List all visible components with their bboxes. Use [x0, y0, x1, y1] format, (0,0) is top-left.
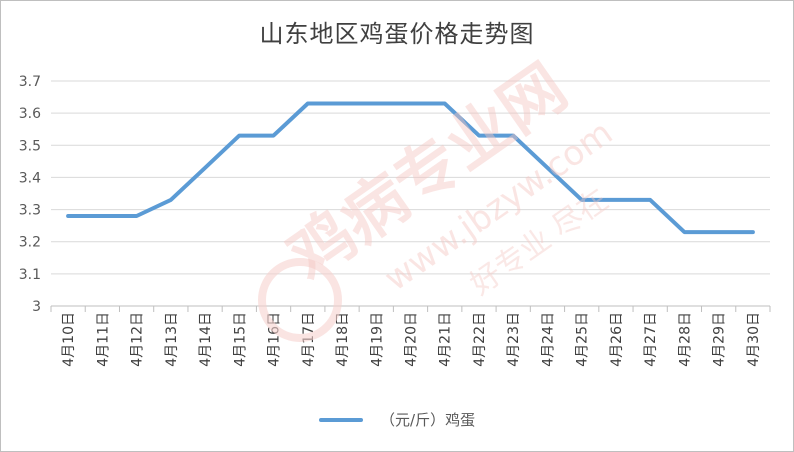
x-tick-label: 4月16日	[267, 312, 283, 367]
x-tick-label: 4月28日	[677, 312, 693, 367]
legend-line-swatch	[318, 417, 363, 422]
x-tick-label: 4月27日	[643, 312, 659, 367]
x-tick-label: 4月21日	[438, 312, 454, 367]
y-tick-label: 3.2	[19, 235, 41, 251]
x-tick-label: 4月26日	[609, 312, 625, 367]
x-tick-label: 4月30日	[746, 312, 762, 367]
x-tick-label: 4月22日	[472, 312, 488, 367]
x-tick-label: 4月13日	[164, 312, 180, 367]
x-tick-label: 4月24日	[540, 312, 556, 367]
x-tick-label: 4月19日	[369, 312, 385, 367]
y-tick-label: 3.1	[19, 267, 41, 283]
y-tick-label: 3.6	[19, 106, 41, 122]
grid-lines	[51, 80, 770, 307]
x-tick-label: 4月23日	[506, 312, 522, 367]
series-line	[66, 101, 755, 235]
y-tick-label: 3.5	[19, 138, 41, 154]
x-tick-label: 4月15日	[232, 312, 248, 367]
x-tick-label: 4月17日	[301, 312, 317, 367]
x-tick-label: 4月29日	[712, 312, 728, 367]
chart-title: 山东地区鸡蛋价格走势图	[259, 20, 535, 48]
y-tick-label: 3.4	[19, 170, 41, 186]
chart-legend: （元/斤）鸡蛋	[0, 409, 794, 430]
x-axis-ticks: 4月10日 4月11日 4月12日 4月13日 4月14日 4月15日 4月16日 4月17日…	[50, 306, 771, 367]
legend-label: （元/斤）鸡蛋	[380, 411, 476, 429]
y-tick-label: 3.3	[19, 203, 41, 219]
x-tick-label: 4月10日	[61, 312, 77, 367]
x-tick-label: 4月20日	[404, 312, 420, 367]
x-tick-label: 4月18日	[335, 312, 351, 367]
x-tick-label: 4月12日	[130, 312, 146, 367]
y-tick-label: 3	[32, 299, 41, 315]
x-tick-label: 4月14日	[198, 312, 214, 367]
y-tick-label: 3.7	[19, 74, 41, 90]
series-layer	[66, 101, 755, 235]
y-axis-ticks: 3 3.1 3.2 3.3 3.4 3.5 3.6 3.7	[19, 74, 41, 315]
x-tick-label: 4月25日	[575, 312, 591, 367]
x-tick-label: 4月11日	[95, 312, 111, 367]
